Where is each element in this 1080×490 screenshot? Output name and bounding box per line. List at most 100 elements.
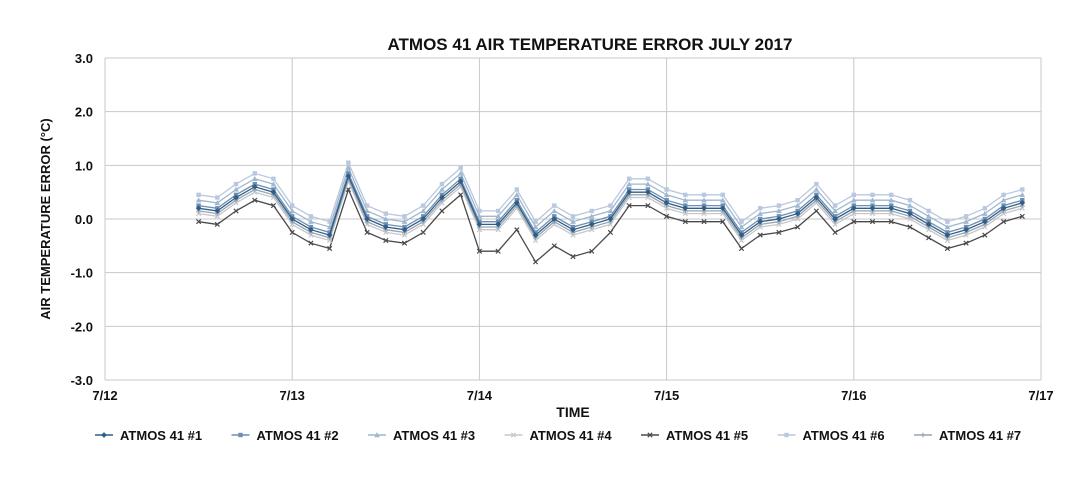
- data-point: [626, 176, 632, 181]
- data-point: [701, 219, 707, 225]
- data-point: [907, 202, 913, 208]
- data-point: [645, 202, 651, 209]
- x-axis-ticks: 7/12 7/13 7/14 7/15 7/16 7/17: [92, 388, 1053, 403]
- data-point: [981, 210, 988, 216]
- data-point: [476, 248, 483, 254]
- data-point: [663, 200, 670, 206]
- data-point: [457, 170, 464, 176]
- y-tick-label: -2.0: [71, 319, 93, 334]
- data-point: [458, 192, 464, 198]
- data-point: [383, 229, 389, 236]
- data-point: [963, 214, 969, 219]
- data-point: [607, 208, 614, 214]
- series-atmos-41-4: [195, 178, 1025, 244]
- data-point: [757, 218, 764, 225]
- data-point: [869, 197, 876, 203]
- data-point: [289, 208, 296, 214]
- data-point: [233, 186, 239, 192]
- legend-item: ATMOS 41 #2: [231, 428, 339, 443]
- data-point: [663, 191, 670, 198]
- data-point: [589, 208, 594, 214]
- data-point: [626, 181, 633, 187]
- data-point: [776, 216, 782, 222]
- data-point: [439, 194, 445, 201]
- data-point: [195, 205, 202, 212]
- data-point: [1000, 219, 1007, 225]
- x-tick-label: 7/17: [1028, 388, 1053, 403]
- data-point: [982, 232, 988, 238]
- legend-label: ATMOS 41 #3: [393, 428, 475, 443]
- data-point: [813, 186, 820, 192]
- data-point: [308, 218, 314, 224]
- data-point: [270, 189, 277, 196]
- data-point: [963, 218, 969, 224]
- data-point: [907, 224, 913, 230]
- data-point: [814, 181, 819, 187]
- y-tick-label: -3.0: [71, 373, 93, 388]
- data-point: [420, 208, 427, 214]
- data-point: [738, 237, 745, 244]
- data-point: [626, 202, 632, 209]
- legend-marker-icon: [647, 432, 653, 438]
- data-point: [925, 213, 932, 219]
- data-point: [664, 187, 669, 192]
- data-point: [589, 248, 595, 254]
- data-point: [551, 208, 558, 214]
- data-point: [233, 194, 239, 201]
- series-group: [195, 160, 1026, 265]
- x-tick-label: 7/12: [92, 388, 117, 403]
- data-point: [532, 232, 539, 238]
- data-point: [401, 226, 408, 233]
- data-point: [308, 240, 314, 246]
- data-point: [382, 224, 389, 230]
- legend-label: ATMOS 41 #7: [939, 428, 1021, 443]
- legend-marker-icon: [101, 432, 107, 438]
- data-point: [327, 219, 332, 224]
- legend-item: ATMOS 41 #6: [777, 428, 885, 443]
- data-point: [514, 227, 520, 233]
- x-tick-label: 7/14: [467, 388, 493, 403]
- legend-marker-icon: [920, 432, 926, 438]
- y-tick-label: -1.0: [71, 266, 93, 281]
- data-point: [570, 253, 576, 260]
- data-point: [513, 200, 520, 206]
- x-tick-label: 7/15: [654, 388, 679, 403]
- series-line: [198, 187, 1023, 263]
- data-point: [607, 221, 614, 227]
- data-point: [888, 205, 895, 212]
- legend-marker-icon: [784, 432, 789, 438]
- legend-item: ATMOS 41 #1: [95, 428, 202, 443]
- data-point: [514, 187, 520, 192]
- data-point: [719, 205, 726, 212]
- data-point: [270, 181, 277, 187]
- data-point: [477, 208, 482, 214]
- data-point: [439, 208, 445, 214]
- data-point: [420, 229, 426, 236]
- data-point: [289, 216, 296, 222]
- data-point: [794, 202, 801, 208]
- series-atmos-41-3: [195, 165, 1026, 230]
- data-point: [757, 210, 764, 216]
- data-point: [682, 197, 689, 203]
- x-tick-label: 7/16: [841, 388, 866, 403]
- data-point: [888, 211, 894, 217]
- data-point: [457, 178, 464, 185]
- data-point: [701, 211, 707, 217]
- data-point: [495, 221, 501, 228]
- y-axis-label: AIR TEMPERATURE ERROR (°C): [38, 118, 53, 319]
- data-point: [1019, 213, 1025, 219]
- data-point: [795, 216, 801, 222]
- data-point: [495, 248, 501, 254]
- data-point: [682, 211, 688, 217]
- data-point: [738, 245, 745, 252]
- data-point: [683, 192, 688, 198]
- data-point: [570, 226, 576, 233]
- data-point: [513, 191, 520, 198]
- data-point: [645, 181, 651, 187]
- legend-label: ATMOS 41 #1: [120, 428, 202, 443]
- data-point: [252, 171, 257, 176]
- y-tick-label: 1.0: [75, 158, 93, 173]
- x-axis-label: TIME: [556, 404, 589, 420]
- data-point: [195, 219, 202, 225]
